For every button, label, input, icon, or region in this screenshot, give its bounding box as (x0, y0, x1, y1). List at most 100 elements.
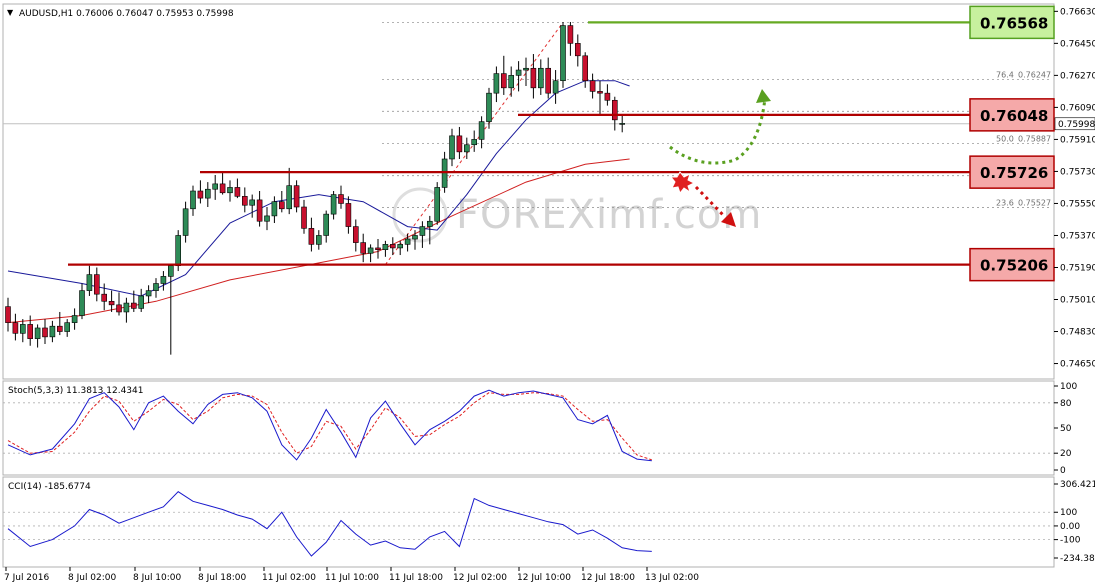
cci-tick-label: -234.3855 (1060, 554, 1095, 564)
price-tick-label: 0.76090 (1060, 103, 1095, 113)
candle-bear (56, 325, 63, 332)
price-tick-label: 0.75370 (1060, 231, 1095, 241)
candle-bull (286, 185, 293, 210)
candle-bear (42, 327, 48, 338)
cci-tick-label: 100 (1060, 508, 1077, 518)
candle-bull (160, 276, 167, 284)
price-tick-label: 0.76450 (1060, 39, 1095, 49)
candle-bull (463, 144, 470, 153)
candle-bull (71, 315, 78, 323)
candle-bear (604, 92, 611, 101)
fibo-price-label: 0.75887 (1018, 135, 1051, 144)
candle-bull (508, 75, 515, 89)
cci-tick-label: -100 (1060, 536, 1081, 546)
time-tick-label: 7 Jul 2016 (4, 573, 49, 583)
candle-bear (375, 247, 381, 251)
price-tick-label: 0.75190 (1060, 263, 1095, 273)
stoch-signal-line (7, 392, 652, 461)
stoch-tick-label: 50 (1060, 424, 1072, 434)
stoch-tick-label: 0 (1060, 466, 1066, 476)
stoch-label: Stoch(5,3,3) 11.3813 12.4341 (8, 386, 143, 396)
stochastic-pane: 100 80 50 20 0 (3, 382, 1077, 476)
symbol-triangle-icon[interactable]: ▼ (7, 8, 14, 17)
candle-bear (5, 306, 11, 323)
price-tick-label: 0.75550 (1060, 199, 1095, 209)
candle-bear (389, 244, 396, 249)
candle-bear (582, 55, 589, 82)
candle-bear (12, 322, 19, 334)
fibo-ratio-label: 50.0 (996, 135, 1014, 144)
level-label-text: 0.75726 (980, 164, 1048, 182)
stoch-pane-frame (2, 380, 1055, 476)
fibo-ratio-label: 76.4 (996, 70, 1014, 79)
candle-bull (426, 220, 433, 227)
candle-bear (308, 228, 315, 245)
candle-bear (611, 99, 618, 121)
candle-bull (449, 135, 455, 160)
level-label-box (969, 155, 1055, 189)
level-label-text: 0.75206 (980, 257, 1048, 275)
candle-bull (523, 67, 529, 71)
watermark-text: FOREXimf.com (456, 192, 762, 238)
candle-bull (212, 183, 218, 190)
candle-bear (234, 187, 241, 197)
cci-label: CCI(14) -185.6774 (8, 482, 91, 492)
candle-bull (249, 199, 255, 206)
time-tick-label: 11 Jul 10:00 (325, 573, 379, 583)
candle-bull (86, 274, 93, 291)
price-tick-label: 0.76270 (1060, 71, 1095, 81)
candle-bull (471, 139, 478, 146)
cci-pane: 306.4219 100 0.00 -100 -234.3855 (3, 480, 1095, 564)
candle-bull (182, 208, 189, 236)
candle-bear (293, 185, 300, 208)
candle-bull (397, 244, 404, 249)
current-price-tag (1054, 117, 1095, 131)
candle-bear (574, 43, 581, 57)
candle-bear (589, 80, 596, 92)
time-tick-label: 12 Jul 18:00 (581, 573, 635, 583)
candle-bull (205, 188, 211, 199)
time-axis: 7 Jul 2016 8 Jul 02:00 8 Jul 10:00 8 Jul 18… (4, 567, 699, 583)
candle-bear (197, 190, 204, 199)
candle-bull (419, 226, 426, 236)
candle-bull (478, 121, 485, 140)
cci-tick-label: 0.00 (1060, 522, 1080, 532)
candle-bull (264, 215, 270, 222)
candle-bull (404, 238, 411, 245)
candle-bear (500, 73, 507, 89)
candle-bull (19, 324, 26, 334)
candle-bull (330, 194, 337, 215)
candle-bear (338, 194, 344, 204)
candle-bull (537, 67, 544, 89)
current-price-label: 0.75998 (1058, 120, 1095, 130)
candle-bear (597, 91, 603, 94)
candle-bull (138, 295, 144, 309)
time-tick-label: 11 Jul 18:00 (389, 573, 443, 583)
candle-bull (153, 283, 159, 291)
main-pane-frame (2, 3, 1055, 380)
candle-bull (560, 25, 566, 82)
candle-bear (116, 304, 122, 313)
time-tick-label: 8 Jul 18:00 (198, 573, 247, 583)
candle-bear (242, 196, 248, 206)
candle-bear (456, 135, 463, 153)
price-tick-label: 0.75730 (1060, 167, 1095, 177)
candle-bear (360, 242, 367, 254)
price-tick-label: 0.76630 (1060, 7, 1095, 17)
candle-bear (101, 293, 107, 302)
candle-bear (530, 67, 537, 89)
candle-bear (345, 203, 352, 227)
time-tick-label: 8 Jul 02:00 (68, 573, 117, 583)
candle-bear (278, 201, 285, 210)
candle-bear (545, 67, 552, 94)
candle-bull (367, 247, 374, 254)
time-tick-label: 13 Jul 02:00 (645, 573, 699, 583)
stoch-tick-label: 100 (1060, 382, 1077, 392)
watermark: FOREXimf.com (392, 187, 762, 243)
candle-bear (27, 324, 34, 339)
price-tick-label: 0.74650 (1060, 360, 1095, 370)
candle-bull (168, 265, 174, 277)
bullish-arrow-head (756, 89, 771, 103)
bearish-arrow-head (721, 212, 736, 227)
level-label-text: 0.76568 (980, 14, 1048, 32)
